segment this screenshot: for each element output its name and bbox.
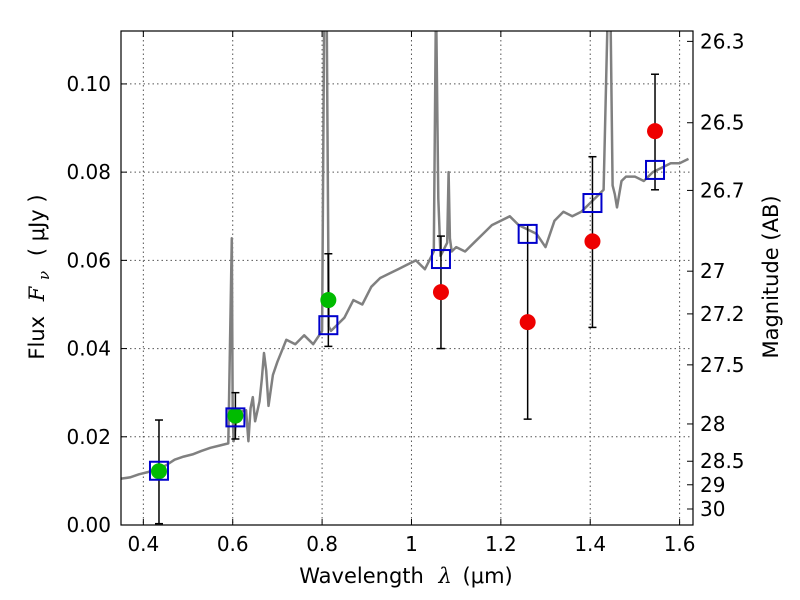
data-point <box>320 292 337 309</box>
model-photometry-square <box>225 407 246 428</box>
y-axis-label-subscript: ν <box>35 271 53 280</box>
x-axis-label-symbol: λ <box>438 564 452 588</box>
x-tick-label: 1.4 <box>574 532 606 556</box>
y2-tick-label: 29 <box>700 473 725 497</box>
y2-tick-label: 26.5 <box>700 111 745 135</box>
y-tick-label: 0.04 <box>66 337 111 361</box>
y2-tick-label: 28 <box>700 412 725 436</box>
y-axis-label-symbol: F <box>25 285 49 302</box>
x-tick-label: 0.4 <box>127 532 159 556</box>
x-tick-label: 1.6 <box>664 532 696 556</box>
y-tick-label: 0.10 <box>66 72 111 96</box>
model-photometry-square <box>148 460 169 481</box>
y2-tick-label: 26.7 <box>700 178 745 202</box>
plot-frame <box>120 30 694 526</box>
y-tick-label: 0.06 <box>66 248 111 272</box>
grid-lines <box>121 31 693 526</box>
model-photometry-square <box>582 193 603 214</box>
y2-tick-label: 27 <box>700 259 725 283</box>
x-tick-label: 0.8 <box>306 532 338 556</box>
y2-tick-label: 26.3 <box>700 29 745 53</box>
spectrum-line <box>121 31 690 480</box>
y-axis-label-unit: ( μJy ) <box>25 194 49 256</box>
x-tick-label: 0.6 <box>217 532 249 556</box>
x-tick-label: 1 <box>405 532 418 556</box>
model-spectrum <box>121 31 690 480</box>
data-point <box>150 463 167 480</box>
y2-tick-label: 27.5 <box>700 353 745 377</box>
y2-axis-label: Magnitude (AB) <box>759 195 783 358</box>
y-tick-label: 0.02 <box>66 425 111 449</box>
y2-tick-label: 28.5 <box>700 449 745 473</box>
data-point <box>584 233 601 250</box>
y2-tick-label: 27.2 <box>700 302 745 326</box>
x-axis-label-unit: (μm) <box>463 564 513 588</box>
data-point <box>227 407 244 424</box>
x-tick-label: 1.2 <box>485 532 517 556</box>
x-axis-label: Wavelength λ (μm) <box>299 564 512 588</box>
data-point <box>519 314 536 331</box>
data-markers <box>148 123 666 481</box>
model-photometry-square <box>517 223 538 244</box>
y-tick-label: 0.08 <box>66 160 111 184</box>
model-photometry-square <box>430 249 451 270</box>
y-tick-label: 0.00 <box>66 513 111 537</box>
y-axis-label: Flux F ν ( μJy ) <box>25 194 54 359</box>
axis-ticks: 0.4 0.6 0.8 1 1.2 1.4 1.6 0.00 0.02 0.04 0.06 0.08 0… <box>66 29 744 556</box>
x-axis-label-text: Wavelength <box>299 564 424 588</box>
data-point <box>432 284 449 301</box>
model-photometry-square <box>645 159 666 180</box>
data-point <box>647 123 664 140</box>
y-axis-label-text: Flux <box>25 316 49 360</box>
model-photometry-square <box>318 315 339 336</box>
y2-tick-label: 30 <box>700 497 725 521</box>
